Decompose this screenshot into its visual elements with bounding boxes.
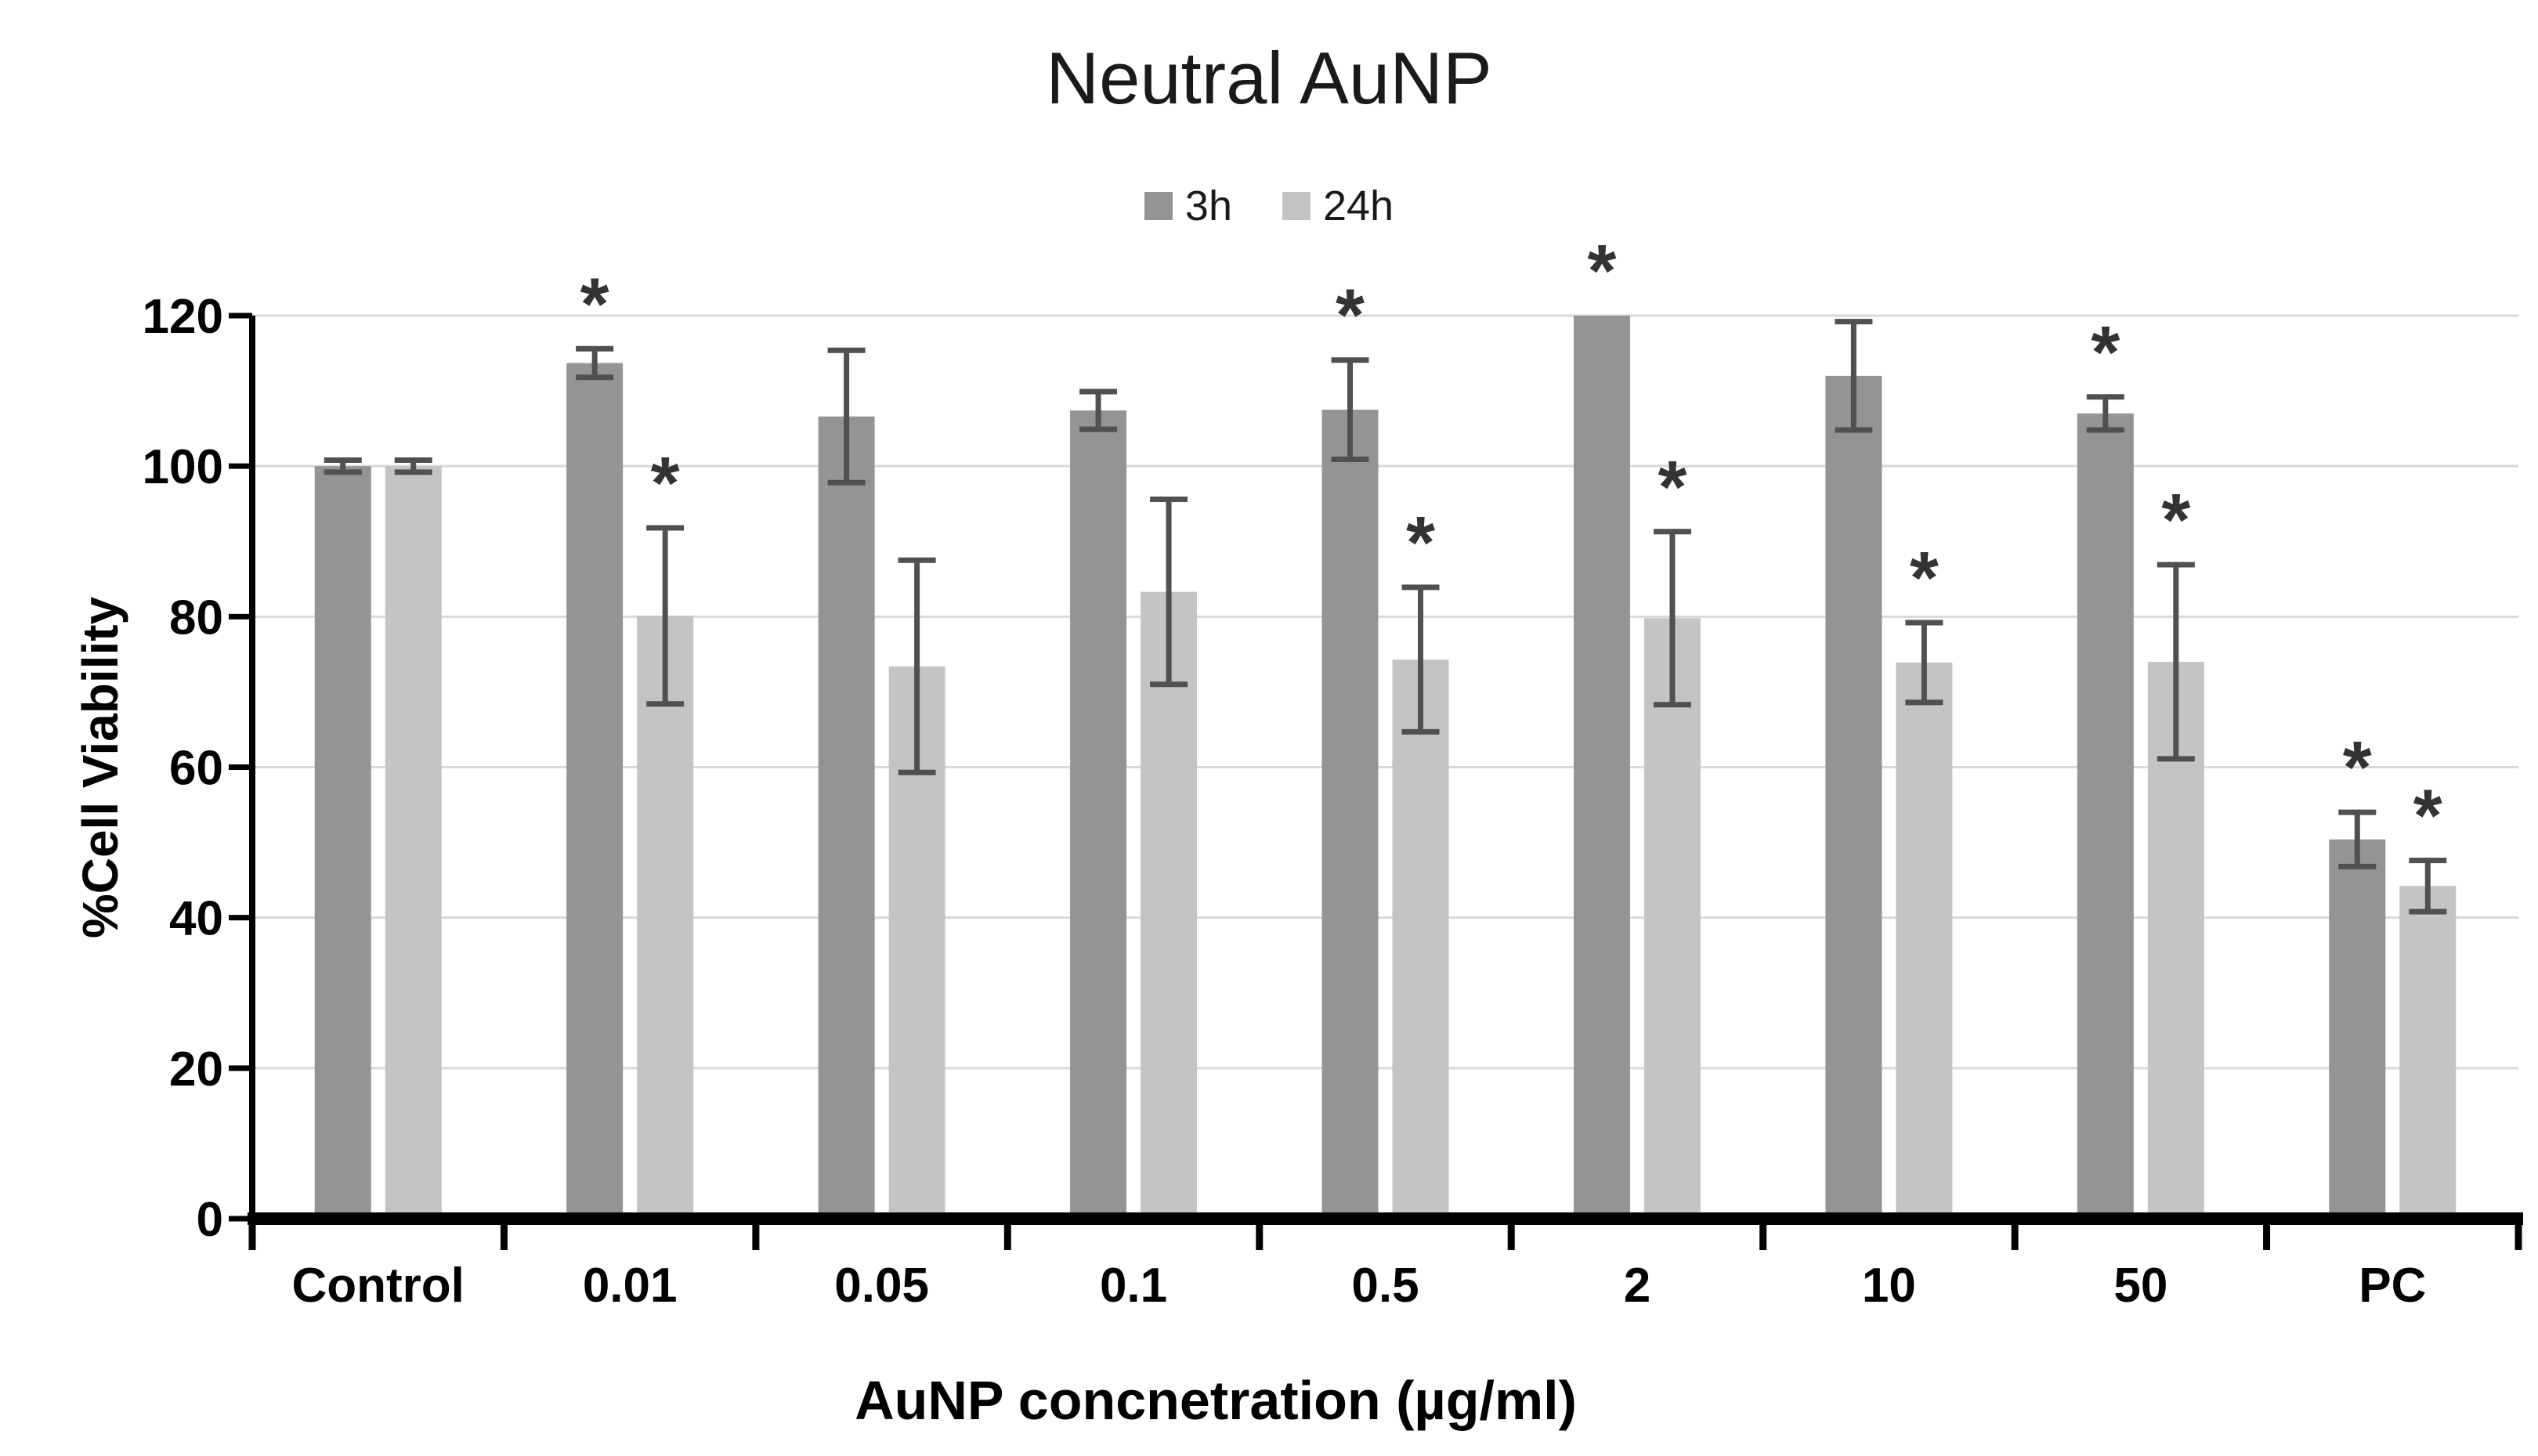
x-category-label-0.01: 0.01 bbox=[583, 1259, 678, 1313]
bar-3h-0.5 bbox=[1321, 410, 1379, 1219]
x-category-label-50: 50 bbox=[2113, 1259, 2167, 1313]
asterisk-3h-50: * bbox=[2091, 311, 2120, 394]
error-bar-24h-Control bbox=[394, 457, 432, 475]
error-bar-24h-10 bbox=[1905, 620, 1943, 706]
error-bar-3h-PC bbox=[2338, 809, 2377, 869]
y-tick-label-20: 20 bbox=[169, 1042, 223, 1097]
bar-24h-0.1 bbox=[1141, 591, 1198, 1219]
x-category-label-0.1: 0.1 bbox=[1100, 1259, 1167, 1313]
y-tick-label-100: 100 bbox=[143, 440, 223, 494]
y-tick-label-80: 80 bbox=[169, 591, 223, 645]
error-bar-24h-0.05 bbox=[898, 557, 936, 775]
bar-24h-PC bbox=[2399, 886, 2457, 1219]
asterisk-24h-2: * bbox=[1658, 446, 1687, 529]
y-tick-label-0: 0 bbox=[197, 1193, 223, 1247]
x-category-label-PC: PC bbox=[2359, 1259, 2426, 1313]
error-bar-3h-Control bbox=[324, 457, 362, 475]
bar-24h-10 bbox=[1896, 662, 1953, 1219]
bar-3h-Control bbox=[314, 466, 371, 1219]
bar-24h-Control bbox=[385, 466, 442, 1219]
legend-swatch-24h-icon bbox=[1282, 192, 1311, 220]
asterisk-24h-PC: * bbox=[2413, 775, 2442, 858]
y-tick-label-120: 120 bbox=[143, 290, 223, 344]
x-axis-title: AuNP concnetration (µg/ml) bbox=[855, 1370, 1577, 1431]
bar-3h-50 bbox=[2077, 413, 2134, 1219]
bar-24h-0.01 bbox=[637, 616, 694, 1219]
asterisk-24h-0.01: * bbox=[651, 442, 680, 525]
error-bar-24h-2 bbox=[1653, 529, 1691, 708]
error-bar-24h-0.1 bbox=[1150, 496, 1188, 688]
asterisk-3h-2: * bbox=[1587, 229, 1616, 313]
bar-24h-0.5 bbox=[1392, 659, 1449, 1219]
legend-label-24h: 24h bbox=[1322, 182, 1394, 229]
error-bar-3h-0.1 bbox=[1079, 388, 1118, 432]
bar-3h-2 bbox=[1573, 316, 1630, 1219]
bar-3h-0.01 bbox=[566, 363, 624, 1219]
x-category-label-0.05: 0.05 bbox=[834, 1259, 929, 1313]
asterisk-3h-0.01: * bbox=[580, 262, 609, 345]
error-bar-3h-0.5 bbox=[1331, 357, 1369, 463]
x-category-label-0.5: 0.5 bbox=[1351, 1259, 1419, 1313]
error-bar-24h-PC bbox=[2409, 858, 2447, 915]
x-category-label-2: 2 bbox=[1624, 1259, 1650, 1313]
error-bar-24h-0.01 bbox=[646, 525, 685, 707]
error-bar-3h-0.05 bbox=[827, 347, 866, 486]
asterisk-24h-10: * bbox=[1910, 537, 1939, 620]
bar-3h-10 bbox=[1825, 375, 1882, 1219]
x-category-label-10: 10 bbox=[1862, 1259, 1916, 1313]
error-bar-3h-0.01 bbox=[576, 345, 614, 381]
chart-title: Neutral AuNP bbox=[1046, 37, 1492, 119]
asterisk-3h-0.5: * bbox=[1336, 274, 1365, 357]
y-tick-label-60: 60 bbox=[169, 742, 223, 796]
legend-label-3h: 3h bbox=[1184, 182, 1232, 229]
asterisk-24h-50: * bbox=[2161, 479, 2190, 562]
error-bar-24h-0.5 bbox=[1401, 584, 1440, 735]
error-bar-3h-10 bbox=[1835, 319, 1873, 433]
bar-3h-0.05 bbox=[818, 416, 875, 1219]
asterisk-3h-PC: * bbox=[2343, 726, 2372, 809]
chart-legend: 3h 24h bbox=[0, 185, 2538, 227]
bar-24h-2 bbox=[1643, 618, 1701, 1219]
y-tick-label-40: 40 bbox=[169, 892, 223, 946]
error-bar-3h-50 bbox=[2086, 394, 2124, 433]
x-category-label-Control: Control bbox=[292, 1259, 465, 1313]
y-axis-title: %Cell Viability bbox=[72, 596, 128, 939]
legend-swatch-3h-icon bbox=[1144, 192, 1173, 220]
bar-3h-PC bbox=[2329, 839, 2386, 1219]
x-axis-line bbox=[248, 1212, 2523, 1225]
bar-3h-0.1 bbox=[1070, 410, 1127, 1219]
asterisk-24h-0.5: * bbox=[1406, 501, 1435, 584]
legend-entry-24h: 24h bbox=[1282, 185, 1394, 227]
error-bar-24h-50 bbox=[2157, 562, 2195, 762]
legend-entry-3h: 3h bbox=[1144, 185, 1232, 227]
